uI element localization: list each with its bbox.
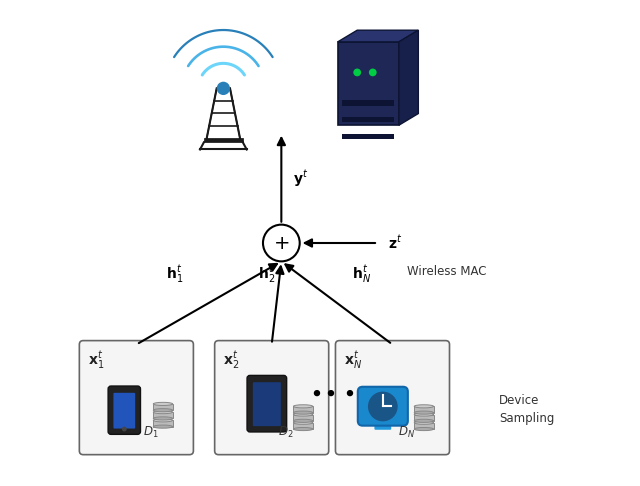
Text: $\mathbf{h}_2^t$: $\mathbf{h}_2^t$ — [258, 263, 275, 285]
FancyBboxPatch shape — [335, 341, 449, 454]
Text: $D_2$: $D_2$ — [278, 425, 294, 440]
Circle shape — [368, 392, 397, 421]
FancyBboxPatch shape — [374, 418, 391, 430]
Text: $\mathbf{x}_1^t$: $\mathbf{x}_1^t$ — [88, 349, 104, 371]
Ellipse shape — [414, 413, 433, 416]
FancyBboxPatch shape — [358, 387, 408, 426]
Bar — [414, 423, 433, 429]
Text: $\mathbf{z}^t$: $\mathbf{z}^t$ — [388, 234, 402, 252]
Polygon shape — [399, 30, 419, 125]
Bar — [342, 100, 394, 106]
Bar — [293, 415, 313, 421]
Text: $+$: $+$ — [273, 233, 289, 253]
FancyBboxPatch shape — [113, 393, 135, 429]
Bar — [204, 138, 243, 142]
Bar — [414, 415, 433, 421]
Circle shape — [122, 427, 127, 432]
Ellipse shape — [414, 411, 433, 414]
Circle shape — [263, 225, 300, 261]
Ellipse shape — [154, 409, 173, 412]
Ellipse shape — [154, 425, 173, 428]
Bar — [414, 406, 433, 413]
Ellipse shape — [154, 402, 173, 405]
Ellipse shape — [293, 411, 313, 414]
Bar — [154, 412, 173, 418]
Text: $\mathbf{x}_N^t$: $\mathbf{x}_N^t$ — [344, 349, 362, 371]
Text: $D_N$: $D_N$ — [399, 425, 415, 440]
Ellipse shape — [293, 421, 313, 424]
Ellipse shape — [154, 419, 173, 422]
FancyBboxPatch shape — [79, 341, 193, 454]
Ellipse shape — [293, 405, 313, 408]
Ellipse shape — [414, 428, 433, 431]
Text: Device
Sampling: Device Sampling — [499, 394, 554, 425]
Circle shape — [217, 82, 230, 95]
Ellipse shape — [154, 411, 173, 414]
Ellipse shape — [414, 419, 433, 422]
FancyBboxPatch shape — [214, 341, 329, 454]
Circle shape — [369, 69, 377, 76]
Text: $\mathbf{y}^t$: $\mathbf{y}^t$ — [293, 169, 308, 189]
Bar — [293, 406, 313, 413]
FancyBboxPatch shape — [253, 382, 281, 426]
Bar — [293, 423, 313, 429]
Text: $\mathbf{x}_2^t$: $\mathbf{x}_2^t$ — [223, 349, 239, 371]
FancyBboxPatch shape — [108, 386, 141, 434]
FancyBboxPatch shape — [374, 392, 391, 403]
Ellipse shape — [293, 413, 313, 416]
FancyBboxPatch shape — [338, 42, 399, 125]
Text: Wireless MAC: Wireless MAC — [407, 265, 486, 278]
Ellipse shape — [293, 428, 313, 431]
Polygon shape — [338, 30, 419, 42]
Bar — [154, 404, 173, 410]
Text: $\bullet\!\bullet\!\bullet$: $\bullet\!\bullet\!\bullet$ — [309, 383, 355, 403]
Bar — [342, 117, 394, 122]
Ellipse shape — [154, 417, 173, 420]
Ellipse shape — [293, 419, 313, 422]
Bar — [342, 134, 394, 139]
Ellipse shape — [414, 421, 433, 424]
Circle shape — [353, 69, 361, 76]
FancyBboxPatch shape — [247, 375, 287, 432]
Ellipse shape — [414, 405, 433, 408]
Text: $\mathbf{h}_N^t$: $\mathbf{h}_N^t$ — [351, 263, 371, 285]
Text: $\mathbf{h}_1^t$: $\mathbf{h}_1^t$ — [166, 263, 184, 285]
Bar — [154, 420, 173, 427]
Text: $D_1$: $D_1$ — [143, 425, 159, 440]
